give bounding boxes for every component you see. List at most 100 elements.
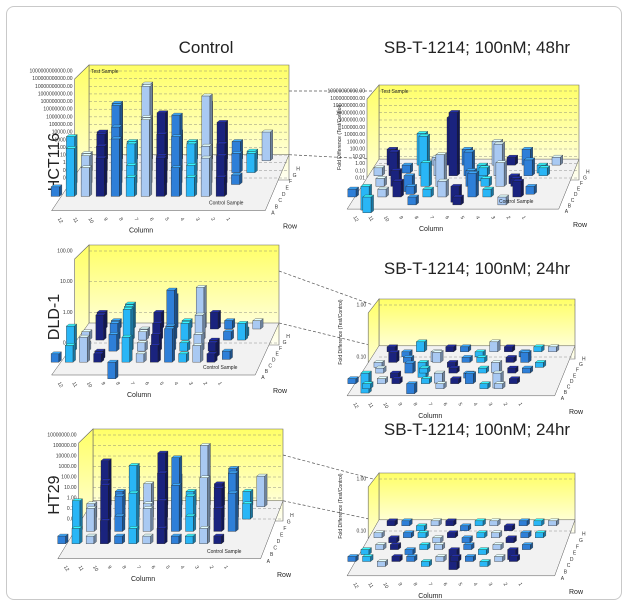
bar xyxy=(520,352,529,363)
annotation-control-sample: Control Sample xyxy=(209,201,244,207)
bar xyxy=(495,162,505,187)
column-tick-label: 9 xyxy=(102,217,109,223)
bar xyxy=(128,492,137,532)
bar-top xyxy=(96,310,108,313)
y-tick-label: 0.10 xyxy=(355,168,365,174)
bar-top xyxy=(95,144,108,147)
column-tick-label: 4 xyxy=(472,402,479,408)
bar xyxy=(476,532,485,538)
bar-side xyxy=(134,174,138,197)
column-tick-label: 7 xyxy=(133,217,140,223)
column-tick-label: 11 xyxy=(70,381,78,389)
bar-top xyxy=(534,530,547,533)
bar xyxy=(237,323,246,341)
bar xyxy=(213,508,222,532)
bar-top xyxy=(386,518,398,521)
column-tick-label: 9 xyxy=(100,381,107,387)
bar xyxy=(388,537,397,543)
bar xyxy=(360,549,370,555)
bar-top xyxy=(181,318,193,321)
bar-top xyxy=(476,162,489,166)
column-tick-label: 5 xyxy=(457,402,464,408)
leader-line xyxy=(278,270,374,306)
bar xyxy=(538,167,548,176)
bar xyxy=(156,528,165,544)
bar xyxy=(362,196,372,213)
bar-top xyxy=(111,103,123,106)
y-tick-label: 100000.00 xyxy=(341,125,365,131)
bar-top xyxy=(122,307,134,310)
bar-side xyxy=(79,526,83,545)
bar-top xyxy=(508,554,521,557)
row-tick-label: G xyxy=(283,340,287,346)
bar-side xyxy=(164,526,168,545)
column-tick-label: 11 xyxy=(71,217,79,225)
row-axis-label: Row xyxy=(273,388,288,395)
bar-top xyxy=(536,162,549,166)
column-tick-label: 9 xyxy=(106,565,113,571)
bar-top xyxy=(121,334,133,338)
z-axis-label: Fold Difference (Test/Control) xyxy=(337,104,343,170)
column-tick-label: 12 xyxy=(62,565,70,573)
bar xyxy=(362,383,371,389)
bar xyxy=(461,357,471,363)
bar-top xyxy=(373,360,385,363)
bar xyxy=(416,341,425,352)
bar-top xyxy=(242,501,254,504)
bar-top xyxy=(213,506,225,509)
bar-side xyxy=(103,312,107,341)
bar xyxy=(65,345,74,363)
bar xyxy=(419,544,428,550)
row-axis-label: Row xyxy=(569,589,584,596)
y-tick-label: 10.00 xyxy=(60,279,73,285)
bar xyxy=(479,383,489,389)
bar-top xyxy=(464,371,477,374)
row-tick-label: E xyxy=(280,533,284,539)
bar-top xyxy=(81,151,93,154)
bar-top xyxy=(125,175,138,178)
bar xyxy=(373,167,383,176)
y-tick-label: 100000.00 xyxy=(53,443,77,449)
bar xyxy=(406,383,415,394)
bar-top xyxy=(231,139,244,142)
bar-side xyxy=(532,157,535,177)
y-tick-label: 10.00 xyxy=(64,485,77,491)
bar-side xyxy=(107,518,111,545)
bar-top xyxy=(401,162,414,166)
bar-top xyxy=(86,501,98,504)
bar-top xyxy=(452,194,465,198)
bar xyxy=(404,549,414,555)
bar-side xyxy=(400,178,404,198)
bar xyxy=(261,131,271,161)
bar xyxy=(375,178,385,187)
z-axis-label: Fold Difference (Test/Control) xyxy=(338,473,344,539)
bar-top xyxy=(199,526,211,529)
bar xyxy=(435,383,445,389)
bar-top xyxy=(208,337,220,341)
column-tick-label: 11 xyxy=(366,582,374,590)
bar xyxy=(170,535,180,544)
column-tick-label: 11 xyxy=(77,565,85,573)
row-tick-label: A xyxy=(267,559,271,565)
bar-side xyxy=(87,334,90,363)
bar-top xyxy=(494,381,506,384)
bar-top xyxy=(420,559,433,562)
row-tick-label: E xyxy=(577,187,581,193)
row-tick-label: E xyxy=(573,551,577,557)
bar xyxy=(227,492,237,532)
bar xyxy=(465,556,474,562)
bar-top xyxy=(124,301,137,305)
bar xyxy=(518,520,528,526)
bar-top xyxy=(170,483,183,486)
annotation-test-sample: Test Sample xyxy=(381,89,409,95)
bar xyxy=(213,535,222,544)
bar-top xyxy=(479,559,491,562)
column-tick-label: 10 xyxy=(87,217,95,225)
column-tick-label: 6 xyxy=(149,565,156,571)
annotation-test-sample: Test Sample xyxy=(91,69,119,75)
bar-top xyxy=(186,141,198,145)
bar-top xyxy=(110,318,122,321)
bar-top xyxy=(402,355,415,358)
bar xyxy=(114,535,123,544)
row-axis-label: Row xyxy=(283,224,298,231)
